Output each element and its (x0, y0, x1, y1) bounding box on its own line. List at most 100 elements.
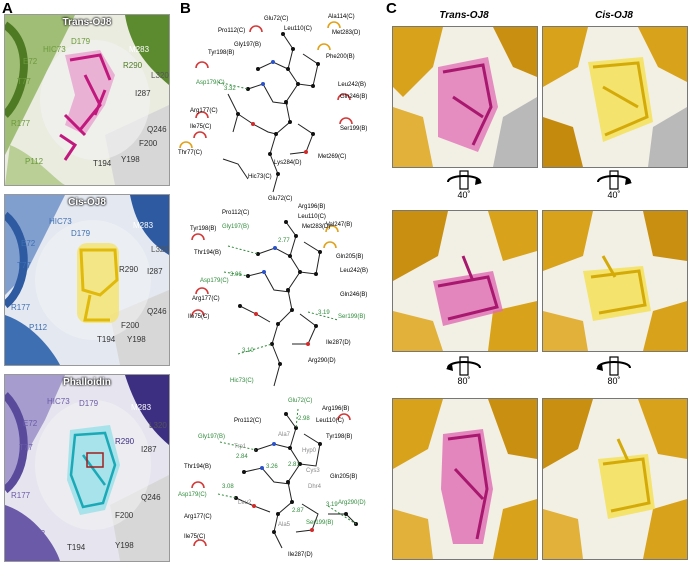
residue-label: R290 (119, 265, 139, 274)
rotate-arrow-icon (596, 356, 631, 376)
residue-label: M283 (131, 403, 152, 412)
residue-label: Gln246(B) (340, 292, 368, 298)
surface-render (543, 27, 687, 167)
residue-label: Gly197(B) (198, 434, 226, 440)
residue-label: Arg290(D) (338, 500, 366, 506)
surface-cis-view-2 (542, 210, 688, 352)
residue-label: Ile75(C) (184, 534, 206, 540)
panel-c-letter: C (386, 0, 397, 17)
residue-label: Q246 (147, 307, 167, 316)
residue-label: R290 (115, 437, 135, 446)
residue-label: P112 (29, 323, 48, 332)
panel-a-letter: A (2, 0, 13, 17)
rotation-angle: 80˚ (457, 376, 471, 386)
residue-label: Met269(C) (318, 154, 347, 160)
hbond-distance: 3.19 (318, 310, 330, 316)
residue-label: Ile287(D) (288, 552, 313, 558)
trans-oj8-title: Trans-OJ8 (62, 17, 112, 28)
residue-label: Arg177(C) (190, 108, 218, 114)
residue-label: P112 (25, 157, 44, 166)
residue-label: Thr194(B) (184, 464, 212, 470)
residue-label: Arg177(C) (192, 296, 220, 302)
phalloidin-render (5, 375, 169, 561)
hbond-distance: 2.84 (236, 454, 248, 460)
residue-label: Gln205(B) (336, 254, 364, 260)
residue-label: Leu242(B) (340, 268, 369, 274)
residue-label: HIC73 (49, 217, 72, 226)
surface-cis-view-3 (542, 398, 688, 560)
residue-label: Arg196(B) (298, 204, 326, 210)
rotation-angle: 40˚ (457, 190, 471, 200)
residue-label: T77 (17, 77, 31, 86)
hbond-distance: 3.19 (326, 502, 338, 508)
hbond-distance: 3.06 (230, 272, 242, 278)
surface-render (543, 399, 687, 559)
residue-label: Arg196(B) (322, 406, 350, 412)
residue-label: M283 (133, 221, 154, 230)
residue-label: Tyr198(B) (326, 434, 353, 440)
trans-oj8-structure: Trans-OJ8 D179 HIC73 M283 E72 R290 L320 … (4, 14, 170, 186)
residue-label: Leu110(C) (316, 418, 344, 424)
residue-label: Q246 (147, 125, 167, 134)
residue-label: Pro112(C) (218, 28, 246, 34)
residue-label: Met283(D) (302, 224, 331, 230)
residue-label: T194 (97, 335, 116, 344)
residue-label: Gln246(B) (340, 94, 368, 100)
residue-label: Y198 (127, 335, 146, 344)
residue-label: F200 (121, 321, 140, 330)
residue-label: M283 (129, 45, 150, 54)
residue-label: Ser199(B) (338, 314, 366, 320)
surface-render (393, 399, 537, 559)
residue-label: Pro112(C) (222, 210, 250, 216)
residue-label: T77 (17, 261, 31, 270)
residue-label: Asp179(C) (200, 278, 229, 284)
residue-label: Ser199(B) (340, 126, 368, 132)
residue-label: Ser199(B) (306, 520, 334, 526)
residue-label: Ile75(C) (190, 124, 212, 130)
residue-label: Arg290(D) (308, 358, 336, 364)
surface-render (393, 27, 537, 167)
residue-label: HIC73 (47, 397, 70, 406)
residue-label: P112 (27, 529, 46, 538)
residue-label: L320 (151, 71, 169, 80)
residue-label: Leu2 (238, 500, 252, 506)
surface-cis-view-1 (542, 26, 688, 168)
rotation-angle: 40˚ (607, 190, 621, 200)
residue-label: Glu72(C) (264, 16, 289, 22)
residue-label: Ile287(D) (326, 340, 351, 346)
residue-label: Glu72(C) (268, 196, 293, 202)
cis-oj8-title: Cis-OJ8 (68, 197, 106, 208)
residue-label: F200 (139, 139, 158, 148)
hbond-distance: 2.98 (298, 416, 310, 422)
hbond-distance: 3.10 (242, 348, 254, 354)
surface-trans-view-2 (392, 210, 538, 352)
residue-label: Trp1 (234, 444, 247, 450)
residue-label: D179 (71, 37, 91, 46)
hbond-distance: 3.08 (222, 484, 234, 490)
residue-label: R177 (11, 303, 31, 312)
residue-label: L320 (151, 245, 169, 254)
residue-label: Ile75(C) (188, 314, 210, 320)
residue-label: L320 (149, 421, 167, 430)
residue-label: E72 (23, 57, 38, 66)
residue-label: Hyp0 (302, 448, 317, 454)
residue-label: R177 (11, 119, 31, 128)
residue-label: Asp179(C) (178, 492, 207, 498)
residue-label: Tyr198(B) (190, 226, 217, 232)
cis-oj8-render (5, 195, 169, 365)
residue-label: Val247(B) (326, 222, 353, 228)
residue-label: E72 (23, 419, 38, 428)
residue-label: I287 (147, 267, 163, 276)
surface-trans-view-1 (392, 26, 538, 168)
surface-trans-view-3 (392, 398, 538, 560)
residue-label: T194 (93, 159, 112, 168)
surface-render (543, 211, 687, 351)
residue-label: R290 (123, 61, 143, 70)
cis-oj8-structure: Cis-OJ8 HIC73 D179 M283 E72 L320 T77 R29… (4, 194, 170, 366)
rotation-indicator: 80˚ (584, 356, 644, 390)
c-cis-title: Cis-OJ8 (595, 10, 633, 21)
c-trans-title: Trans-OJ8 (439, 10, 489, 21)
residue-label: Q246 (141, 493, 161, 502)
residue-label: Ala114(C) (328, 14, 355, 20)
residue-label: D179 (79, 399, 99, 408)
